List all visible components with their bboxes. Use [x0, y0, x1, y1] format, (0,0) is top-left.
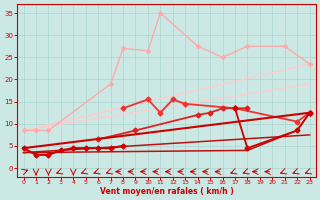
X-axis label: Vent moyen/en rafales ( km/h ): Vent moyen/en rafales ( km/h ) [100, 187, 234, 196]
